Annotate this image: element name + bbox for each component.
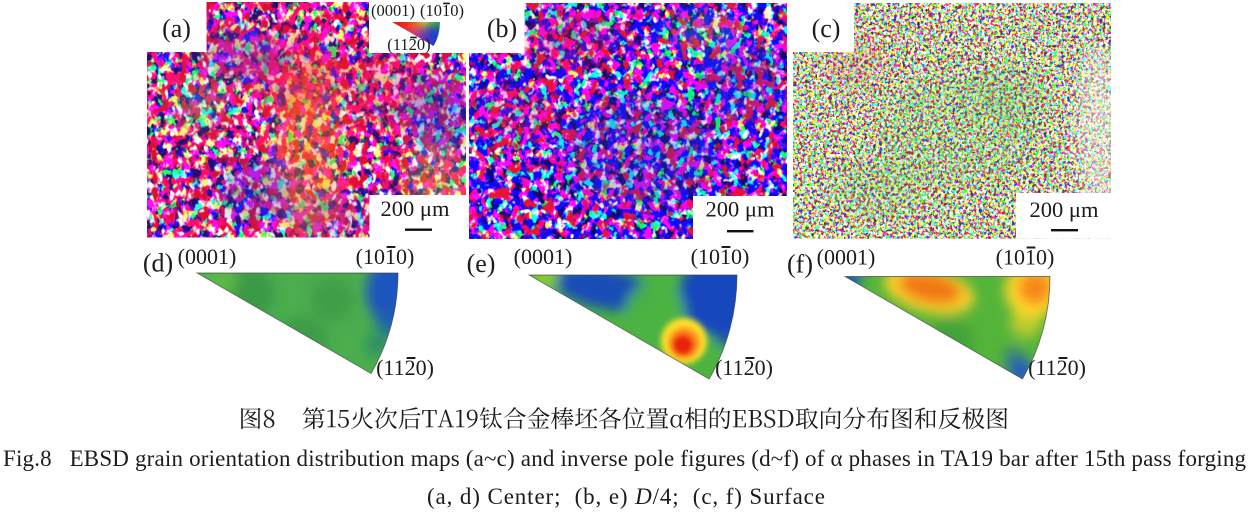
svg-text:(f): (f) (787, 250, 813, 279)
svg-text:(1120): (1120) (1028, 355, 1086, 380)
svg-text:(0001): (0001) (371, 1, 415, 20)
svg-text:(a, d) Center; (b, e) D/4; (: (a, d) Center; (b, e) D/4; (c, f) Surfac… (427, 484, 825, 509)
svg-text:(1010): (1010) (356, 244, 415, 269)
svg-text:(0001): (0001) (817, 245, 876, 270)
svg-text:(1010): (1010) (691, 244, 750, 269)
svg-text:Fig.8 EBSD grain orientation: Fig.8 EBSD grain orientation distributio… (3, 446, 1247, 471)
svg-text:(0001): (0001) (514, 244, 573, 269)
svg-text:(a): (a) (162, 14, 191, 43)
svg-text:(d): (d) (143, 249, 173, 278)
svg-text:(1010): (1010) (420, 1, 464, 20)
svg-text:(c): (c) (812, 14, 841, 43)
svg-text:200 μm: 200 μm (1030, 197, 1099, 222)
svg-text:(1010): (1010) (996, 245, 1055, 270)
svg-text:(0001): (0001) (178, 244, 237, 269)
svg-text:200 μm: 200 μm (706, 197, 775, 222)
svg-text:(1120): (1120) (376, 355, 434, 380)
svg-text:200 μm: 200 μm (381, 196, 450, 221)
svg-text:(b): (b) (487, 14, 517, 43)
svg-text:(1120): (1120) (715, 355, 773, 380)
svg-text:(1120): (1120) (387, 35, 430, 54)
svg-text:(e): (e) (467, 249, 496, 278)
